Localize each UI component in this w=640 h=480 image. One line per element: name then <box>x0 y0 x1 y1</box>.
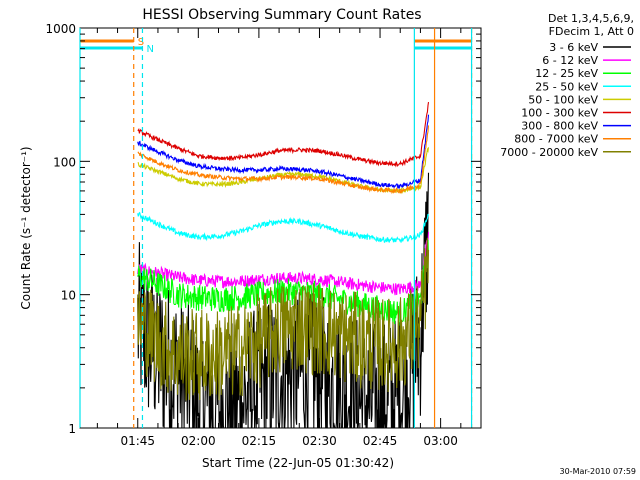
legend-entry-label: 800 - 7000 keV <box>514 133 598 146</box>
flag-label-s: S <box>138 37 144 48</box>
x-tick-label: 02:15 <box>242 434 277 448</box>
series-line-3 <box>137 211 430 243</box>
x-tick-label: 02:45 <box>363 434 398 448</box>
chart-title: HESSI Observing Summary Count Rates <box>142 7 421 23</box>
legend-entry-label: 7000 - 20000 keV <box>500 146 598 159</box>
x-tick-label: 03:00 <box>423 434 458 448</box>
x-axis: 01:45 02:00 02:15 02:30 02:45 03:00 <box>96 28 482 448</box>
flag-label-n: N <box>146 44 153 55</box>
vertical-line-layer <box>79 28 473 428</box>
x-tick-label: 02:30 <box>302 434 337 448</box>
y-tick-label: 1 <box>68 422 76 436</box>
legend-entry-label: 100 - 300 keV <box>521 107 598 120</box>
legend-header-line-1: Det 1,3,4,5,6,9, <box>548 12 634 25</box>
flag-layer: SN <box>80 37 472 55</box>
x-tick-label: 01:45 <box>120 434 155 448</box>
series-line-7 <box>137 125 430 195</box>
series-line-6 <box>137 114 430 190</box>
legend-entry-label: 12 - 25 keV <box>535 67 598 80</box>
legend-entry-label: 25 - 50 keV <box>535 80 598 93</box>
y-axis: 1 10 100 1000 <box>45 22 481 436</box>
series-line-1 <box>137 231 430 296</box>
series-line-8 <box>137 237 430 401</box>
series-line-5 <box>137 102 430 168</box>
plot-area: SN <box>79 27 482 429</box>
y-tick-label: 10 <box>61 289 76 303</box>
x-tick-label: 02:00 <box>181 434 216 448</box>
legend-header-line-2: FDecim 1, Att 0 <box>549 25 634 38</box>
footer-timestamp: 30-Mar-2010 07:59 <box>560 467 637 476</box>
y-axis-label: Count Rate (s⁻¹ detector⁻¹) <box>19 146 33 309</box>
x-axis-label: Start Time (22-Jun-05 01:30:42) <box>202 456 394 470</box>
y-tick-label: 100 <box>53 155 76 169</box>
legend-entry-label: 3 - 6 keV <box>549 41 598 54</box>
legend-entry-label: 300 - 800 keV <box>521 120 598 133</box>
legend-entry-label: 6 - 12 keV <box>542 54 598 67</box>
y-tick-label: 1000 <box>45 22 76 36</box>
legend-entry-label: 50 - 100 keV <box>528 93 598 106</box>
legend: Det 1,3,4,5,6,9, FDecim 1, Att 0 3 - 6 k… <box>500 12 634 159</box>
